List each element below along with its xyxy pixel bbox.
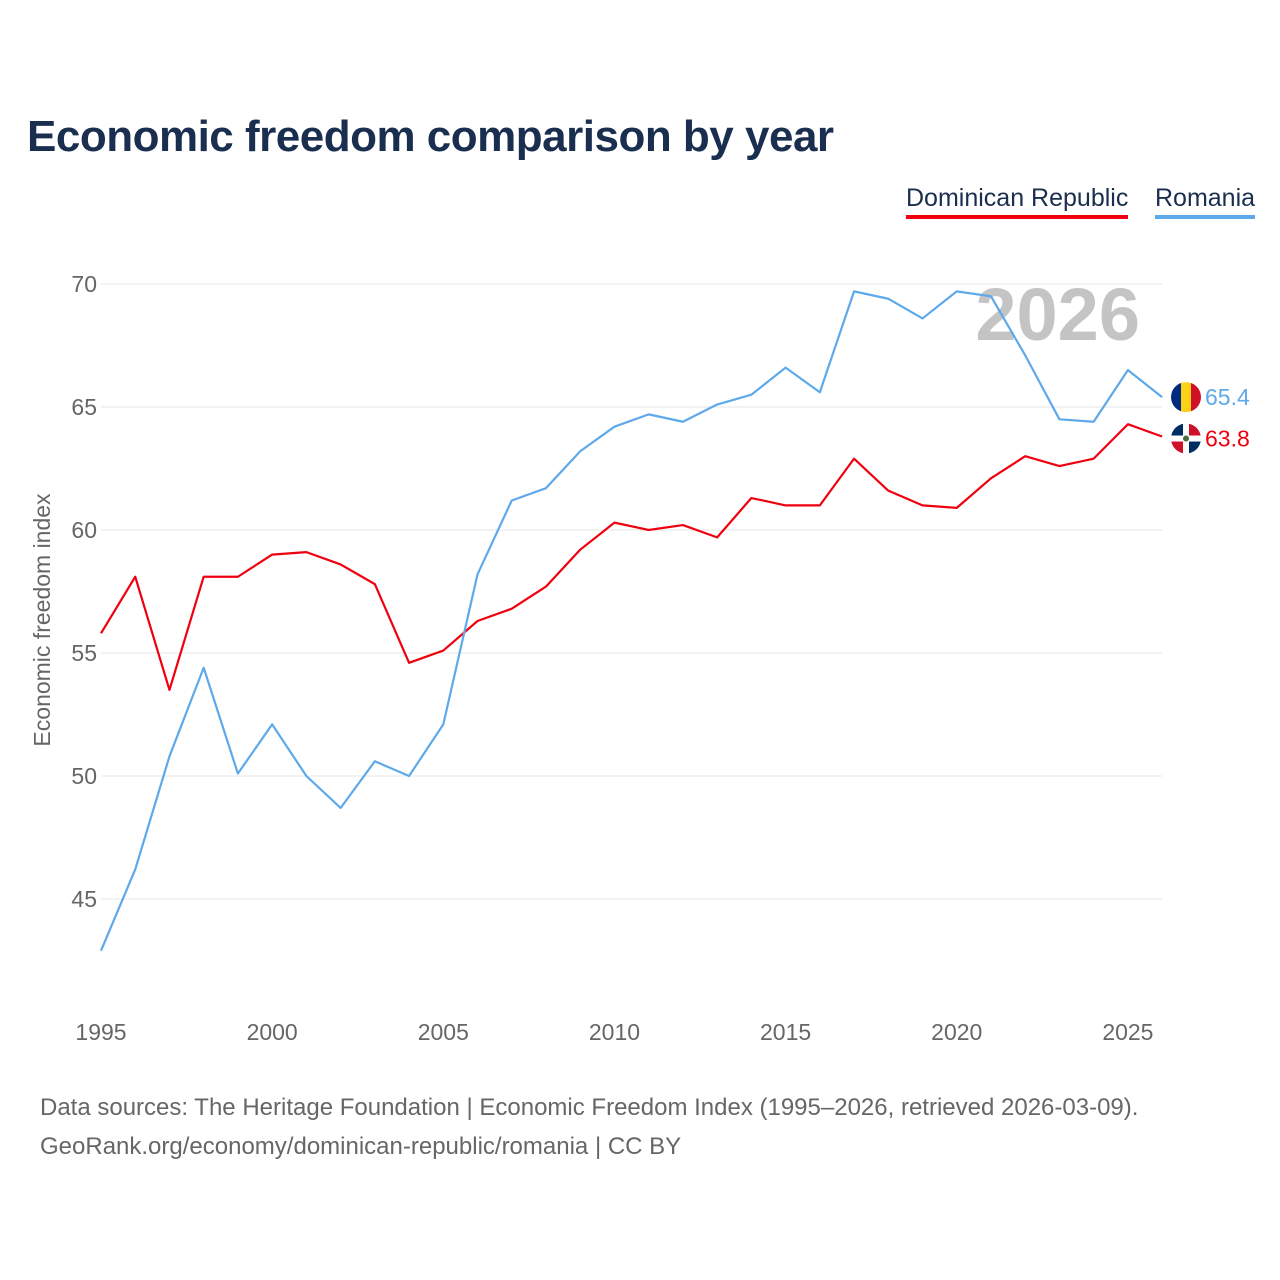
flag-q4: [1189, 441, 1201, 454]
end-value-label: 65.4: [1205, 384, 1250, 410]
x-tick-label: 2020: [931, 1019, 982, 1045]
x-tick-label: 2010: [589, 1019, 640, 1045]
flag-q2: [1189, 423, 1201, 436]
end-value-label: 63.8: [1205, 426, 1250, 452]
x-tick-label: 2025: [1102, 1019, 1153, 1045]
legend-dominican-republic[interactable]: Dominican Republic: [906, 184, 1129, 219]
y-tick-label: 45: [71, 886, 97, 912]
y-tick-label: 65: [71, 394, 97, 420]
x-tick-label: 1995: [75, 1019, 126, 1045]
y-tick-label: 70: [71, 271, 97, 297]
x-tick-label: 2000: [247, 1019, 298, 1045]
dominican-republic-flag-icon: [1171, 423, 1201, 454]
year-watermark: 2026: [975, 273, 1140, 356]
flag-emblem: [1183, 435, 1189, 442]
footer: Data sources: The Heritage Foundation | …: [40, 1088, 1138, 1166]
x-tick-label: 2005: [418, 1019, 469, 1045]
y-tick-label: 55: [71, 640, 97, 666]
x-tick-label: 2015: [760, 1019, 811, 1045]
series-line-romania: [99, 290, 1163, 952]
series-line-dominican-republic: [100, 423, 1163, 692]
flag-q1: [1171, 423, 1183, 436]
source-url-text[interactable]: GeoRank.org/economy/dominican-republic/r…: [40, 1133, 682, 1160]
flag-q3: [1171, 441, 1183, 454]
legend-romania[interactable]: Romania: [1155, 184, 1256, 219]
flag-red: [1191, 382, 1201, 413]
flag-blue: [1171, 382, 1181, 413]
flag: [1171, 423, 1201, 454]
y-tick-label: 50: [71, 763, 97, 789]
chart-title: Economic freedom comparison by year: [27, 112, 834, 161]
flag-yellow: [1181, 382, 1191, 413]
y-tick-label: 60: [71, 517, 97, 543]
romania-flag-icon: [1171, 382, 1201, 413]
data-source-text: Data sources: The Heritage Foundation | …: [40, 1094, 1139, 1121]
y-axis-label: Economic freedom index: [29, 493, 55, 747]
flag: [1171, 382, 1201, 413]
